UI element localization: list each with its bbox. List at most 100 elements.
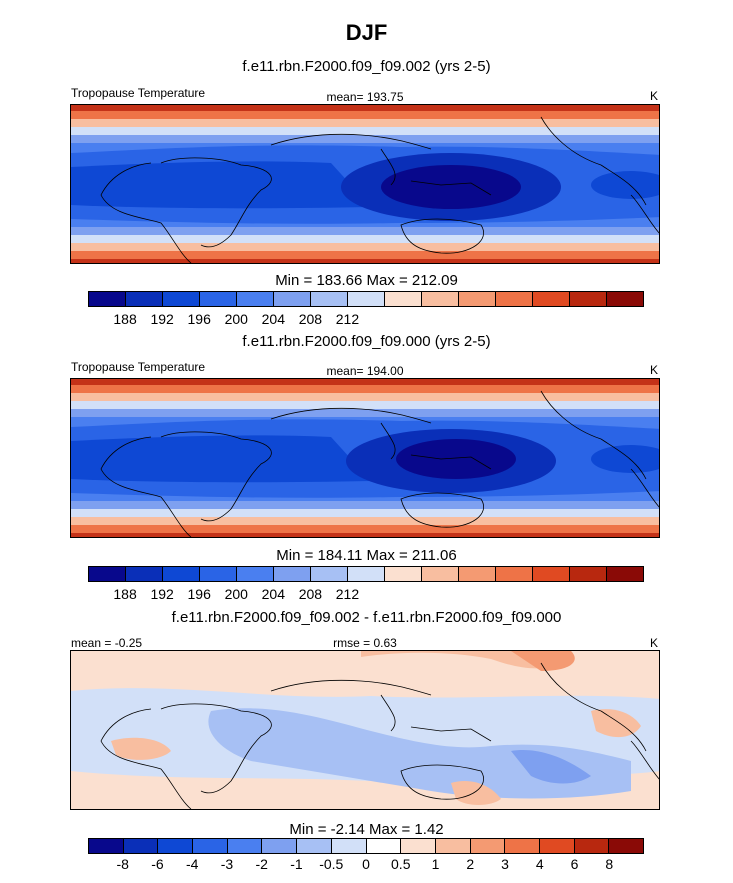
colorbar-box xyxy=(89,292,126,306)
colorbar-box xyxy=(574,839,610,853)
panel-3-minmax: Min = -2.14 Max = 1.42 xyxy=(289,821,444,838)
colorbar-tick-label: 204 xyxy=(261,311,286,327)
colorbar-box xyxy=(385,292,422,306)
colorbar-box xyxy=(331,839,367,853)
colorbar-box xyxy=(123,839,159,853)
colorbar-box xyxy=(262,839,298,853)
panel-1-mean-label: mean= 193.75 xyxy=(326,90,404,104)
panel-2-mean-label: mean= 194.00 xyxy=(326,364,404,378)
colorbar-tick-label: 188 xyxy=(113,586,137,602)
colorbar-tick-label: 0 xyxy=(362,856,370,872)
colorbar-box xyxy=(505,839,540,853)
panel-1-colorbar-ticks: 188 192 196 200 204 208 212 xyxy=(88,311,644,329)
colorbar-box xyxy=(163,567,200,581)
colorbar-box xyxy=(311,567,348,581)
colorbar-box xyxy=(385,567,422,581)
colorbar-box xyxy=(607,567,643,581)
colorbar-box xyxy=(193,839,228,853)
panel-2-minmax: Min = 184.11 Max = 211.06 xyxy=(276,547,457,564)
colorbar-box xyxy=(200,292,237,306)
colorbar-tick-label: 200 xyxy=(224,311,248,327)
colorbar-box xyxy=(274,567,311,581)
colorbar-box xyxy=(227,839,263,853)
colorbar-tick-label: 204 xyxy=(261,586,286,602)
panel-1-map xyxy=(70,104,660,264)
panel-1-minmax: Min = 183.66 Max = 212.09 xyxy=(275,272,458,289)
colorbar-box xyxy=(533,567,570,581)
colorbar-box xyxy=(126,292,163,306)
panel-2-map xyxy=(70,378,660,538)
colorbar-box xyxy=(348,292,385,306)
colorbar-tick-label: 196 xyxy=(187,586,211,602)
colorbar-tick-label: 212 xyxy=(335,586,360,602)
colorbar-tick-label: 212 xyxy=(335,311,360,327)
colorbar-tick-label: 0.5 xyxy=(391,856,411,872)
panel-1-units-label: K xyxy=(650,89,659,103)
colorbar-box xyxy=(200,567,237,581)
colorbar-box xyxy=(570,292,607,306)
colorbar-box xyxy=(459,292,496,306)
colorbar-box xyxy=(459,567,496,581)
figure-title: DJF xyxy=(345,20,388,45)
panel-2-title: f.e11.rbn.F2000.f09_f09.000 (yrs 2-5) xyxy=(242,333,491,350)
colorbar-box xyxy=(609,839,643,853)
panel-3-colorbar xyxy=(88,838,644,854)
colorbar-tick-label: 196 xyxy=(187,311,211,327)
colorbar-tick-label: -6 xyxy=(151,856,164,872)
colorbar-box xyxy=(89,839,124,853)
colorbar-tick-label: -3 xyxy=(220,856,234,872)
panel-3-map xyxy=(70,650,660,810)
colorbar-tick-label: -1 xyxy=(290,856,303,872)
colorbar-box xyxy=(539,839,575,853)
colorbar-box xyxy=(496,292,533,306)
colorbar-tick-label: 192 xyxy=(150,586,174,602)
colorbar-box xyxy=(401,839,436,853)
colorbar-tick-label: 3 xyxy=(501,856,509,872)
colorbar-box xyxy=(126,567,163,581)
colorbar-box xyxy=(422,567,459,581)
colorbar-box xyxy=(274,292,311,306)
colorbar-tick-label: 200 xyxy=(224,586,248,602)
colorbar-tick-label: -2 xyxy=(255,856,268,872)
panel-3-rmse-label: rmse = 0.63 xyxy=(333,636,397,650)
colorbar-tick-label: -4 xyxy=(186,856,199,872)
panel-2-left-label: Tropopause Temperature xyxy=(71,360,206,374)
panel-1-left-label: Tropopause Temperature xyxy=(71,86,206,100)
colorbar-tick-label: 4 xyxy=(535,856,544,872)
panel-2-colorbar-ticks: 188 192 196 200 204 208 212 xyxy=(88,586,644,604)
panel-1-colorbar xyxy=(88,291,644,307)
colorbar-tick-label: 1 xyxy=(431,856,440,872)
colorbar-box xyxy=(470,839,506,853)
colorbar-box xyxy=(237,567,274,581)
panel-1-title: f.e11.rbn.F2000.f09_f09.002 (yrs 2-5) xyxy=(242,58,491,75)
colorbar-box xyxy=(533,292,570,306)
panel-2-colorbar xyxy=(88,566,644,582)
panel-3-title: f.e11.rbn.F2000.f09_f09.002 - f.e11.rbn.… xyxy=(171,609,562,626)
colorbar-tick-label: 6 xyxy=(570,856,579,872)
colorbar-box xyxy=(570,567,607,581)
panel-3-left-label: mean = -0.25 xyxy=(71,636,143,650)
colorbar-tick-label: 208 xyxy=(298,586,323,602)
colorbar-box xyxy=(158,839,194,853)
colorbar-box xyxy=(89,567,126,581)
colorbar-box xyxy=(297,839,332,853)
colorbar-tick-label: -8 xyxy=(116,856,129,872)
colorbar-box xyxy=(311,292,348,306)
colorbar-box xyxy=(607,292,643,306)
panel-3-colorbar-ticks: -8 -6 -4 -3 -2 -1 -0.5 0 0.5 1 2 3 4 6 8 xyxy=(88,856,644,874)
colorbar-box xyxy=(496,567,533,581)
colorbar-box xyxy=(435,839,471,853)
colorbar-tick-label: 8 xyxy=(605,856,614,872)
colorbar-box xyxy=(348,567,385,581)
colorbar-box xyxy=(163,292,200,306)
colorbar-tick-label: -0.5 xyxy=(319,856,344,872)
colorbar-tick-label: 188 xyxy=(113,311,137,327)
panel-3-units-label: K xyxy=(650,636,659,650)
colorbar-box xyxy=(366,839,402,853)
colorbar-box xyxy=(422,292,459,306)
colorbar-tick-label: 2 xyxy=(466,856,475,872)
colorbar-tick-label: 208 xyxy=(298,311,323,327)
colorbar-box xyxy=(237,292,274,306)
panel-2-units-label: K xyxy=(650,363,659,377)
colorbar-tick-label: 192 xyxy=(150,311,174,327)
